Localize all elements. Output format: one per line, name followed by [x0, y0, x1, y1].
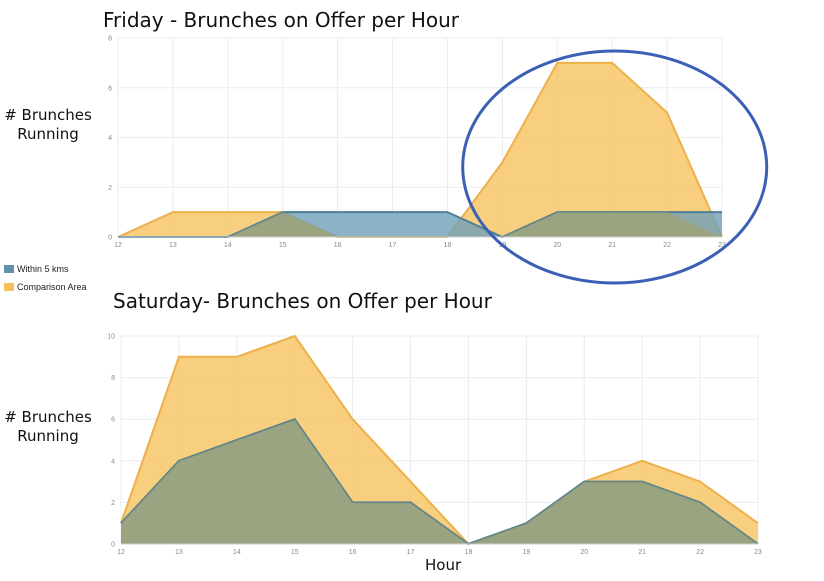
saturday-y-tick-label: 10: [107, 334, 115, 341]
friday-y-tick-label: 4: [108, 135, 112, 142]
saturday-x-tick-label: 21: [638, 549, 646, 556]
legend-label-comparison: Comparison Area: [17, 282, 87, 292]
friday-x-tick-label: 23: [718, 242, 726, 249]
friday-area-comparison: [118, 62, 722, 237]
annotation-ellipse: [461, 49, 769, 285]
saturday-line-comparison: [120, 334, 759, 546]
friday-x-tick-label: 18: [444, 242, 452, 249]
saturday-y-tick-label: 0: [111, 542, 115, 549]
friday-x-tick-label: 22: [663, 242, 671, 249]
friday-x-tick-label: 15: [279, 242, 287, 249]
saturday-x-tick-label: 17: [407, 549, 415, 556]
friday-x-tick-label: 21: [608, 242, 616, 249]
legend-label-within: Within 5 kms: [17, 264, 69, 274]
saturday-y-axis-label: # Brunches Running: [4, 408, 92, 445]
saturday-x-tick-label: 22: [696, 549, 704, 556]
saturday-x-tick-label: 14: [233, 549, 241, 556]
friday-overlap-area: [118, 212, 722, 237]
saturday-y-tick-label: 4: [111, 458, 115, 465]
legend-swatch-comparison: [4, 283, 14, 291]
saturday-x-tick-label: 19: [522, 549, 530, 556]
friday-x-tick-label: 20: [553, 242, 561, 249]
friday-y-tick-label: 2: [108, 185, 112, 192]
friday-y-tick-label: 6: [108, 85, 112, 92]
legend-item-comparison[interactable]: Comparison Area: [4, 278, 87, 296]
saturday-x-tick-label: 13: [175, 549, 183, 556]
friday-x-tick-label: 14: [224, 242, 232, 249]
saturday-x-tick-label: 18: [465, 549, 473, 556]
saturday-chart-title: Saturday- Brunches on Offer per Hour: [113, 289, 492, 313]
friday-x-tick-label: 16: [334, 242, 342, 249]
saturday-overlap-area: [121, 419, 758, 544]
saturday-y-tick-label: 8: [111, 375, 115, 382]
friday-y-tick-label: 8: [108, 36, 112, 43]
saturday-y-tick-label: 2: [111, 500, 115, 507]
saturday-x-tick-label: 23: [754, 549, 762, 556]
friday-x-tick-label: 13: [169, 242, 177, 249]
legend: Within 5 kms Comparison Area: [4, 260, 87, 296]
saturday-x-tick-label: 20: [580, 549, 588, 556]
legend-swatch-within: [4, 265, 14, 273]
friday-y-axis-label: # Brunches Running: [4, 106, 92, 143]
friday-y-tick-label: 0: [108, 235, 112, 242]
legend-item-within[interactable]: Within 5 kms: [4, 260, 87, 278]
saturday-x-axis-label: Hour: [425, 556, 462, 574]
friday-chart-title: Friday - Brunches on Offer per Hour: [103, 8, 460, 32]
saturday-y-tick-label: 6: [111, 417, 115, 424]
friday-x-tick-label: 12: [114, 242, 122, 249]
saturday-x-tick-label: 16: [349, 549, 357, 556]
friday-x-tick-label: 17: [389, 242, 397, 249]
saturday-x-tick-label: 12: [117, 549, 125, 556]
saturday-x-tick-label: 15: [291, 549, 299, 556]
